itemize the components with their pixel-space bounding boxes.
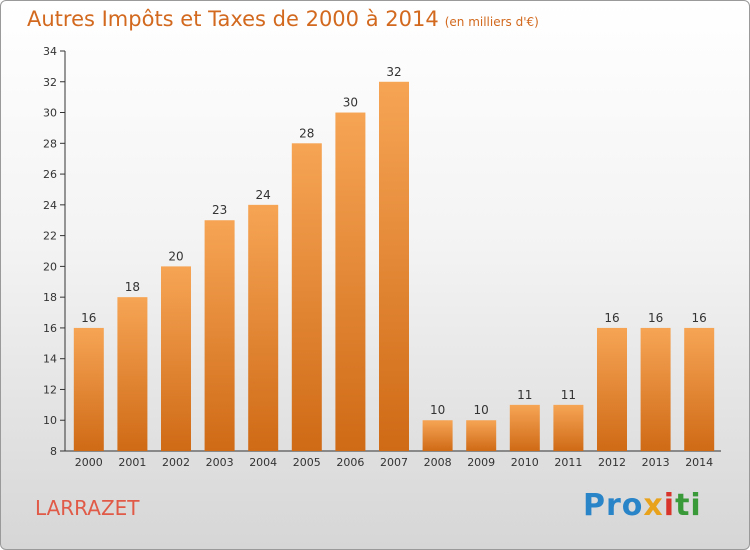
x-tick-label: 2010 bbox=[511, 456, 539, 469]
bar bbox=[379, 81, 409, 452]
x-tick-label: 2009 bbox=[467, 456, 495, 469]
x-tick-label: 2003 bbox=[206, 456, 234, 469]
x-tick-label: 2004 bbox=[249, 456, 277, 469]
data-label: 24 bbox=[256, 188, 271, 202]
bar bbox=[248, 204, 279, 451]
y-tick-label: 32 bbox=[43, 76, 57, 89]
y-tick-label: 28 bbox=[43, 137, 57, 150]
data-label: 16 bbox=[81, 311, 96, 325]
y-axis: 8 10 12 14 16 18 20 22 24 26 28 30 32 34 bbox=[43, 45, 66, 458]
x-tick-label: 2006 bbox=[336, 456, 364, 469]
x-tick-label: 2002 bbox=[162, 456, 190, 469]
data-label: 10 bbox=[474, 403, 489, 417]
proxiti-logo[interactable]: Proxiti bbox=[583, 488, 702, 523]
x-tick-label: 2005 bbox=[293, 456, 321, 469]
y-tick-label: 10 bbox=[43, 414, 57, 427]
y-tick-label: 30 bbox=[43, 107, 57, 120]
x-tick-label: 2000 bbox=[75, 456, 103, 469]
chart-title-text: Autres Impôts et Taxes de 2000 à 2014 bbox=[27, 7, 439, 31]
bar bbox=[291, 143, 322, 452]
data-label: 30 bbox=[343, 96, 358, 110]
bar bbox=[161, 266, 191, 451]
x-tick-label: 2014 bbox=[685, 456, 713, 469]
x-tick-label: 2011 bbox=[554, 456, 582, 469]
x-tick-label: 2012 bbox=[598, 456, 626, 469]
x-tick-label: 2007 bbox=[380, 456, 408, 469]
y-tick-label: 18 bbox=[43, 291, 57, 304]
bar bbox=[640, 327, 671, 451]
value-labels: 16 18 20 23 24 28 30 32 10 10 11 11 16 16 16 bbox=[81, 65, 707, 417]
y-tick-label: 8 bbox=[50, 445, 57, 458]
x-tick-label: 2001 bbox=[118, 456, 146, 469]
y-tick-label: 26 bbox=[43, 168, 57, 181]
y-tick-label: 22 bbox=[43, 230, 57, 243]
x-axis: 2000 2001 2002 2003 2004 2005 2006 2007 2008 2009… bbox=[65, 450, 721, 469]
chart-subtitle: (en milliers d'€) bbox=[444, 15, 539, 29]
data-label: 28 bbox=[299, 126, 314, 140]
y-tick-label: 20 bbox=[43, 260, 57, 273]
bar bbox=[509, 404, 540, 451]
data-label: 10 bbox=[430, 403, 445, 417]
data-label: 16 bbox=[648, 311, 663, 325]
x-tick-label: 2008 bbox=[424, 456, 452, 469]
data-label: 11 bbox=[561, 388, 576, 402]
bar bbox=[466, 420, 497, 451]
bar bbox=[117, 297, 148, 451]
bar bbox=[553, 404, 584, 451]
data-label: 20 bbox=[168, 249, 183, 263]
bars bbox=[73, 81, 715, 452]
data-label: 32 bbox=[386, 65, 401, 79]
bar bbox=[204, 220, 235, 451]
bar bbox=[335, 112, 366, 452]
y-tick-label: 14 bbox=[43, 353, 57, 366]
bar bbox=[73, 327, 104, 451]
bar bbox=[597, 327, 627, 451]
x-tick-label: 2013 bbox=[642, 456, 670, 469]
bar bbox=[422, 420, 453, 451]
data-label: 18 bbox=[125, 280, 140, 294]
commune-name: LARRAZET bbox=[35, 496, 140, 520]
data-label: 16 bbox=[604, 311, 619, 325]
data-label: 23 bbox=[212, 203, 227, 217]
chart-title: Autres Impôts et Taxes de 2000 à 2014 (en… bbox=[27, 7, 539, 31]
bar bbox=[684, 327, 715, 451]
y-tick-label: 24 bbox=[43, 199, 57, 212]
data-label: 11 bbox=[517, 388, 532, 402]
y-tick-label: 12 bbox=[43, 383, 57, 396]
y-tick-label: 34 bbox=[43, 45, 57, 58]
data-label: 16 bbox=[692, 311, 707, 325]
y-tick-label: 16 bbox=[43, 322, 57, 335]
